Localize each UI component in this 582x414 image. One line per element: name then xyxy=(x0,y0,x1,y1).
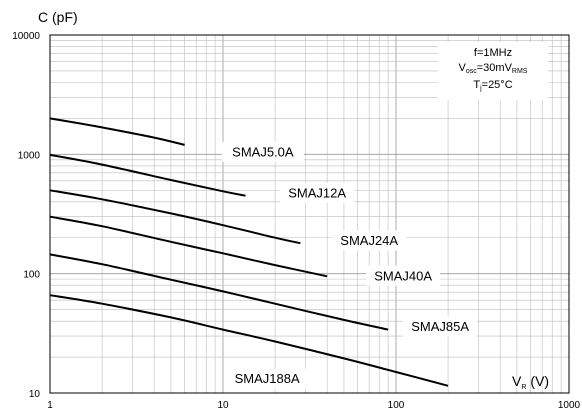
series-label: SMAJ12A xyxy=(288,185,346,200)
y-tick-label: 10000 xyxy=(12,31,40,42)
series-label-bg xyxy=(366,265,441,286)
series-label: SMAJ24A xyxy=(340,233,398,248)
conditions-box: f=1MHz Vosc=30mVRMS Tj=25°C xyxy=(438,42,548,100)
x-tick-label: 10 xyxy=(217,400,229,411)
series-line xyxy=(49,215,328,278)
condition-temperature: Tj=25°C xyxy=(473,79,512,92)
series-line xyxy=(49,153,246,197)
plot-frame xyxy=(49,34,570,394)
series-label: SMAJ40A xyxy=(374,268,432,283)
series-line xyxy=(49,253,389,331)
y-axis-label: C (pF) xyxy=(38,9,78,25)
condition-voltage: Vosc=30mVRMS xyxy=(459,62,528,75)
series-label: SMAJ5.0A xyxy=(232,144,294,159)
series-curves xyxy=(49,117,449,387)
grid xyxy=(49,35,569,394)
series-line xyxy=(49,117,185,146)
series-label: SMAJ188A xyxy=(235,371,300,386)
series-line xyxy=(49,294,449,387)
x-tick-label: 1000 xyxy=(558,400,581,411)
y-tick-label: 10 xyxy=(29,389,41,400)
tick-labels: 1 10 100 1000 10 100 1000 10000 xyxy=(12,31,580,411)
series-label-bg xyxy=(280,182,355,203)
x-axis-label: VR (V) xyxy=(512,373,549,391)
series-label-bg xyxy=(221,141,304,162)
x-tick-label: 1 xyxy=(47,400,53,411)
x-tick-label: 100 xyxy=(388,400,405,411)
series-label-bg xyxy=(403,316,478,337)
series-label: SMAJ85A xyxy=(411,319,469,334)
series-line xyxy=(49,189,301,245)
condition-frequency: f=1MHz xyxy=(474,47,512,59)
series-label-bg xyxy=(226,368,309,389)
y-tick-label: 1000 xyxy=(18,150,41,161)
y-tick-label: 100 xyxy=(23,270,40,281)
series-label-bg xyxy=(332,230,407,251)
series-labels: SMAJ5.0A SMAJ12A SMAJ24A SMAJ40A SMAJ85A SMAJ… xyxy=(221,141,478,389)
